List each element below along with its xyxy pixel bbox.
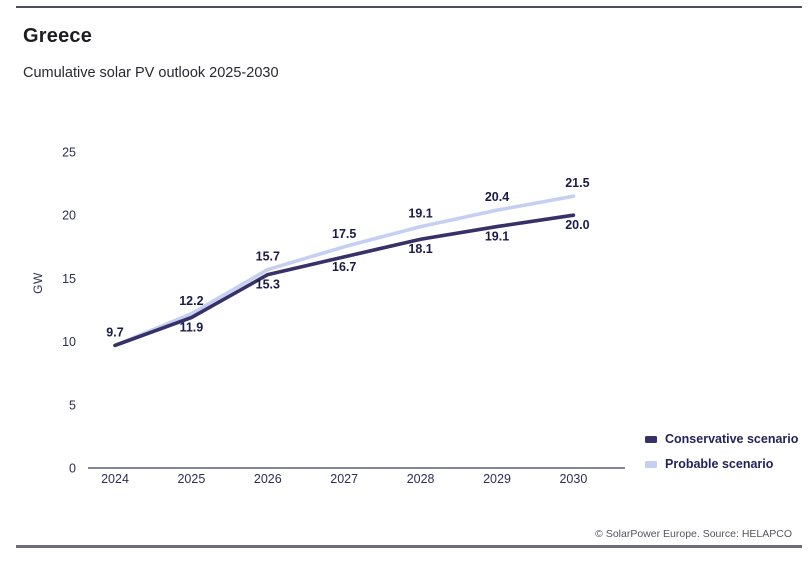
data-label: 21.5 — [565, 176, 589, 190]
x-tick-label: 2025 — [177, 472, 205, 486]
data-label: 17.5 — [332, 227, 356, 241]
conservative-swatch-icon — [645, 435, 657, 443]
data-label: 20.4 — [485, 190, 509, 204]
x-tick-label: 2029 — [483, 472, 511, 486]
legend-item-conservative: Conservative scenario — [645, 432, 798, 446]
attribution: © SolarPower Europe. Source: HELAPCO — [595, 528, 792, 540]
series-line-conservative — [113, 213, 576, 348]
data-label: 12.2 — [179, 294, 203, 308]
bottom-divider — [16, 545, 802, 548]
y-tick-label: 0 — [69, 462, 76, 476]
chart-legend: Conservative scenario Probable scenario — [645, 432, 798, 471]
legend-label-conservative: Conservative scenario — [665, 432, 799, 446]
x-tick-label: 2026 — [254, 472, 282, 486]
legend-item-probable: Probable scenario — [645, 457, 798, 471]
data-label: 19.1 — [408, 207, 432, 221]
x-tick-label: 2024 — [101, 472, 129, 486]
data-label: 19.1 — [485, 230, 509, 244]
data-label: 15.3 — [256, 278, 280, 292]
data-label: 15.7 — [256, 250, 280, 264]
y-tick-label: 25 — [62, 146, 76, 160]
line-chart: 0 5 10 15 20 25 GW 2024 2025 2026 2027 2028 2029 2030… — [18, 130, 668, 505]
data-label: 16.7 — [332, 260, 356, 274]
chart-subtitle: Cumulative solar PV outlook 2025-2030 — [23, 65, 279, 81]
y-tick-label: 10 — [62, 335, 76, 349]
top-divider — [16, 6, 802, 8]
x-tick-label: 2027 — [330, 472, 358, 486]
data-label: 18.1 — [408, 242, 432, 256]
page-title: Greece — [23, 25, 93, 48]
data-label: 9.7 — [106, 325, 123, 339]
y-tick-label: 5 — [69, 398, 76, 412]
y-axis-title: GW — [31, 272, 45, 294]
data-label: 20.0 — [565, 218, 589, 232]
x-tick-label: 2030 — [559, 472, 587, 486]
data-label: 11.9 — [180, 321, 204, 335]
y-tick-label: 20 — [62, 209, 76, 223]
y-tick-label: 15 — [62, 272, 76, 286]
legend-label-probable: Probable scenario — [665, 457, 774, 471]
series-line-probable — [113, 194, 576, 348]
x-tick-label: 2028 — [407, 472, 435, 486]
probable-swatch-icon — [645, 460, 657, 468]
